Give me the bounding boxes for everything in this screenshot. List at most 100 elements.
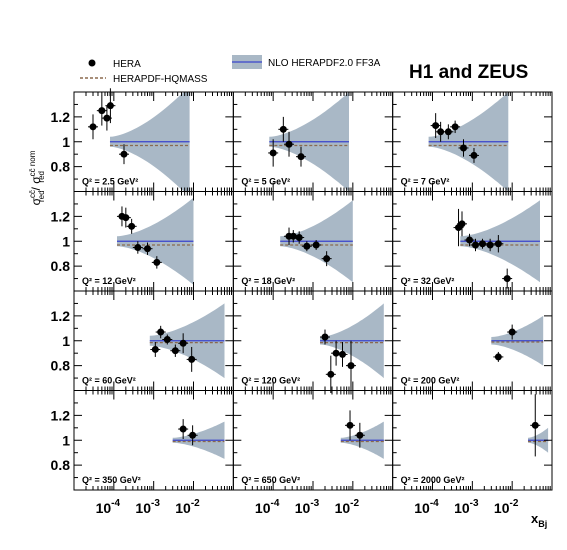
x-title-main: x (531, 511, 539, 526)
data-point (332, 349, 340, 357)
y-tick-label: 0.8 (51, 457, 71, 473)
y-tick-label: 1 (62, 233, 70, 249)
data-point (188, 355, 196, 363)
y-tick-label: 1.2 (51, 208, 71, 224)
data-point (279, 125, 287, 133)
y-title-sup1: cc̄ (28, 190, 37, 198)
y-title-sub2: red (37, 171, 46, 183)
x-tick-label: 10-3 (295, 498, 320, 516)
data-point (323, 255, 331, 263)
legend: HERA HERAPDF-HQMASS NLO HERAPDF2.0 FF3A (80, 55, 381, 85)
data-point (106, 102, 114, 110)
panel-7: Q² = 60 GeV² (73, 290, 234, 391)
data-point (321, 333, 329, 341)
data-point (531, 421, 539, 429)
data-point (295, 234, 303, 242)
data-point (437, 128, 445, 136)
y-tick-label: 1.2 (51, 308, 71, 324)
q2-label: Q² = 350 GeV² (82, 475, 141, 485)
x-tick-label: 10-2 (494, 498, 519, 516)
legend-label-model: HERAPDF-HQMASS (113, 74, 208, 85)
data-point (128, 222, 136, 230)
data-point (151, 345, 159, 353)
panel-8: Q² = 120 GeV² (232, 290, 394, 393)
q2-label: Q² = 5 GeV² (241, 177, 290, 187)
data-point (179, 339, 187, 347)
data-point (508, 328, 516, 336)
data-point (120, 150, 128, 158)
data-point (503, 275, 511, 283)
data-point (163, 336, 171, 344)
legend-marker-hera (88, 59, 96, 67)
data-point (157, 328, 165, 336)
y-tick-label: 0.8 (51, 258, 71, 274)
data-point (470, 151, 478, 159)
y-tick-label: 1.2 (51, 407, 71, 423)
panel-6: Q² = 32 GeV² (392, 191, 553, 292)
legend-label-band: NLO HERAPDF2.0 FF3A (268, 58, 381, 69)
y-title-sub1: red (37, 190, 46, 202)
y-title-sep: / σ (29, 176, 43, 191)
x-tick-label: 10-4 (414, 498, 439, 516)
data-point (98, 107, 106, 115)
data-point (346, 421, 354, 429)
data-point (459, 144, 467, 152)
data-point (451, 123, 459, 131)
panel-1: Q² = 2.5 GeV² (73, 88, 234, 192)
y-tick-label: 1 (62, 134, 70, 150)
tick-labels: 0.8 1 1.2 0.8 1 1.2 0.8 1 1.2 0.8 1 1.2 10-4 10-3 10-2… (51, 109, 519, 516)
data-point (269, 149, 277, 157)
data-point (494, 240, 502, 248)
q2-label: Q² = 650 GeV² (241, 475, 300, 485)
data-point (303, 242, 311, 250)
panel-12: Q² = 2000 GeV² (392, 390, 553, 491)
panel-9: Q² = 200 GeV² (392, 290, 553, 391)
data-point (338, 350, 346, 358)
q2-label: Q² = 60 GeV² (82, 376, 136, 386)
x-tick-label: 10-2 (175, 498, 200, 516)
x-tick-label: 10-4 (255, 498, 280, 516)
y-tick-label: 0.8 (51, 159, 71, 175)
data-point (179, 425, 187, 433)
data-point (458, 220, 466, 228)
data-point (486, 241, 494, 249)
data-point (134, 243, 142, 251)
panel-4: Q² = 12 GeV² (73, 191, 234, 292)
data-point (289, 232, 297, 240)
y-tick-label: 1 (62, 432, 70, 448)
legend-label-hera: HERA (113, 59, 141, 70)
panel-11: Q² = 650 GeV² (232, 390, 394, 491)
data-point (479, 240, 487, 248)
data-point (153, 258, 161, 266)
q2-label: Q² = 32 GeV² (401, 276, 455, 286)
x-tick-label: 10-3 (135, 498, 160, 516)
data-point (285, 140, 293, 148)
data-point (122, 214, 130, 222)
q2-label: Q² = 200 GeV² (401, 376, 460, 386)
panel-10: Q² = 350 GeV² (73, 390, 234, 491)
q2-label: Q² = 18 GeV² (241, 276, 295, 286)
data-point (432, 122, 440, 130)
y-title-sup2: cc̄ nom (28, 150, 37, 176)
data-point (189, 431, 197, 439)
data-point (471, 241, 479, 249)
data-point (103, 114, 111, 122)
x-axis-title: xBj (531, 511, 547, 529)
data-point (466, 236, 474, 244)
panel-5: Q² = 18 GeV² (232, 191, 394, 292)
q2-label: Q² = 2000 GeV² (401, 475, 465, 485)
data-point (327, 370, 335, 378)
y-tick-label: 1.2 (51, 109, 71, 125)
x-tick-label: 10-4 (96, 498, 121, 516)
y-title-main: σ (29, 197, 43, 205)
data-point (347, 362, 355, 370)
data-point (494, 353, 502, 361)
x-tick-label: 10-3 (454, 498, 479, 516)
y-tick-label: 1 (62, 333, 70, 349)
data-point (297, 153, 305, 161)
data-point (89, 123, 97, 131)
data-point (143, 245, 151, 253)
y-tick-label: 0.8 (51, 358, 71, 374)
panel-3: Q² = 7 GeV² (392, 91, 553, 192)
